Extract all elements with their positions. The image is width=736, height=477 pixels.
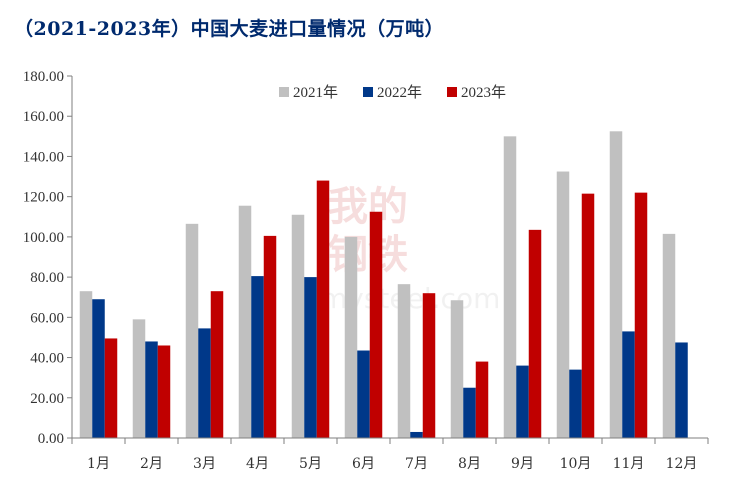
y-tick-label: 60.00: [30, 310, 64, 326]
bar-2022: [92, 299, 105, 438]
x-tick-label: 11月: [613, 456, 645, 472]
legend-swatch-2023: [447, 87, 457, 97]
y-tick-label: 180.00: [23, 69, 64, 85]
bar-2022: [198, 328, 211, 438]
bar-2023: [422, 293, 436, 438]
x-tick-label: 6月: [352, 456, 375, 472]
bar-2021: [503, 136, 517, 439]
legend-swatch-2021: [279, 87, 289, 97]
bar-2023: [634, 192, 648, 438]
bar-2022: [357, 350, 370, 438]
bar-2023: [528, 229, 542, 438]
bar-2021: [450, 300, 464, 438]
y-tick-label: 80.00: [30, 270, 64, 286]
bar-2021: [291, 214, 305, 438]
bar-2021: [185, 223, 199, 438]
bar-2021: [556, 171, 570, 438]
y-tick-label: 100.00: [23, 230, 64, 246]
chart-title: （2021-2023年）中国大麦进口量情况（万吨）: [14, 18, 445, 40]
bar-2023: [210, 291, 224, 438]
bar-2023: [581, 193, 595, 438]
bar-2022: [675, 342, 688, 438]
y-tick-label: 120.00: [23, 190, 64, 206]
bar-2021: [238, 205, 252, 438]
bar-2023: [475, 361, 489, 438]
bar-2021: [397, 284, 411, 438]
x-tick-label: 9月: [511, 456, 534, 472]
legend-label-2021: 2021年: [293, 84, 338, 101]
x-tick-label: 12月: [666, 456, 698, 472]
bar-2021: [79, 291, 93, 438]
x-tick-label: 8月: [458, 456, 481, 472]
bar-2021: [132, 319, 146, 438]
bar-2023: [104, 338, 118, 438]
bar-2023: [263, 235, 277, 438]
x-tick-label: 3月: [193, 456, 216, 472]
watermark-cn-2: 钢铁: [328, 232, 408, 278]
legend-label-2022: 2022年: [377, 84, 422, 101]
bar-2021: [609, 131, 623, 439]
watermark-cn-1: 我的: [328, 184, 408, 230]
bar-2022: [410, 431, 423, 438]
bar-2022: [463, 387, 476, 438]
y-tick-label: 140.00: [23, 149, 64, 165]
y-tick-label: 40.00: [30, 351, 64, 367]
bar-2021: [662, 233, 676, 438]
bar-2023: [316, 180, 330, 439]
bar-2022: [145, 341, 158, 438]
legend-swatch-2022: [363, 87, 373, 97]
bar-2022: [569, 369, 582, 438]
x-tick-label: 4月: [246, 456, 269, 472]
x-tick-label: 1月: [87, 456, 110, 472]
y-tick-label: 0.00: [38, 431, 64, 447]
x-tick-label: 10月: [560, 456, 592, 472]
bar-2022: [304, 277, 317, 438]
bar-2022: [622, 331, 635, 438]
bar-2022: [251, 276, 264, 438]
y-tick-label: 160.00: [23, 109, 64, 125]
x-tick-label: 5月: [299, 456, 322, 472]
x-tick-label: 2月: [140, 456, 163, 472]
bar-2023: [157, 345, 171, 438]
bar-2023: [369, 211, 383, 438]
legend-label-2023: 2023年: [461, 84, 506, 101]
x-tick-label: 7月: [405, 456, 428, 472]
bar-2021: [344, 236, 358, 438]
y-tick-label: 20.00: [30, 391, 64, 407]
bar-2022: [516, 365, 529, 438]
